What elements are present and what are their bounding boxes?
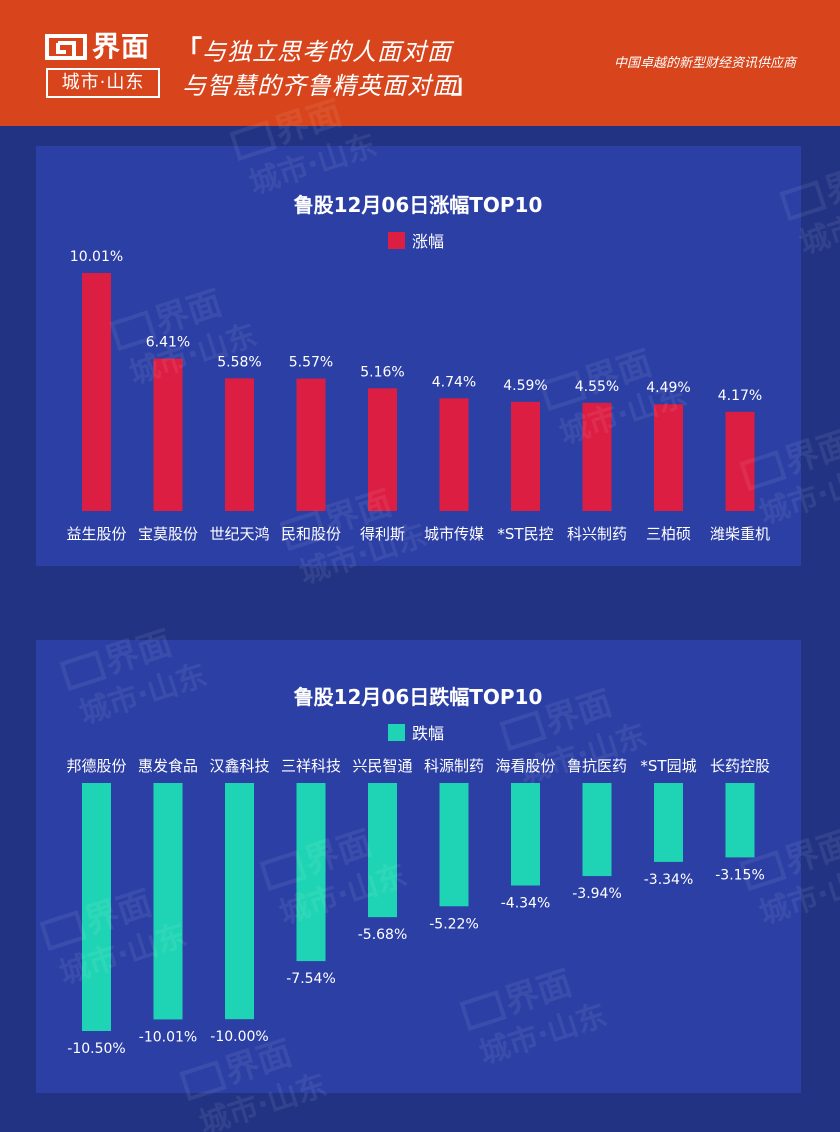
bar [725,411,755,511]
data-label: -3.15% [715,867,765,883]
bar [296,378,326,511]
bar [582,402,612,511]
data-label: -4.34% [501,896,551,912]
bar [82,783,111,1031]
header-banner: 界面 城市·山东 「 与独立思考的人面对面 与智慧的齐鲁精英面对面 」 中国卓越… [0,0,840,126]
category-label: 兴民智通 [352,757,412,775]
bar [153,783,183,1020]
chart-title: 鲁股12月06日跌幅TOP10 [294,685,543,709]
category-label: *ST园城 [640,757,696,775]
category-label: 长药控股 [710,757,770,775]
category-label: 得利斯 [360,525,405,543]
legend-label: 跌幅 [412,724,444,743]
bar [511,401,540,511]
bar [439,398,469,511]
data-label: -5.22% [429,916,479,932]
slogan-close-bracket: 」 [452,70,479,100]
bar [511,783,540,886]
bar [439,783,469,907]
legend-label: 涨幅 [412,232,444,251]
category-label: 世纪天鸿 [209,525,269,543]
data-label: 4.49% [646,380,690,396]
data-label: -5.68% [358,927,408,943]
brand-logo[interactable]: 界面 城市·山东 [44,30,162,98]
slogan-open-bracket: 「 [176,36,203,66]
bar [153,358,183,511]
category-label: 惠发食品 [138,757,198,775]
data-label: -3.34% [644,872,694,888]
data-label: -10.01% [139,1029,197,1045]
data-label: 6.41% [146,335,190,351]
category-label: 三柏硕 [646,525,691,543]
bar [654,783,683,862]
svg-text:界面: 界面 [820,153,840,212]
data-label: 4.55% [575,379,619,395]
bar [654,404,683,511]
bar [368,388,397,511]
logo-subtitle: 城市·山东 [46,68,160,98]
slogan-line-2: 与智慧的齐鲁精英面对面 [182,72,457,100]
category-label: 宝莫股份 [138,525,198,543]
legend-swatch [388,232,405,249]
category-label: 汉鑫科技 [209,757,269,775]
category-label: 益生股份 [66,525,126,543]
losers-chart: 鲁股12月06日跌幅TOP10 跌幅 邦德股份 -10.50% 惠发食品 -10.01… [66,685,770,1057]
data-label: 4.59% [503,378,547,394]
data-label: -10.50% [67,1041,125,1057]
gainers-chart-panel: 鲁股12月06日涨幅TOP10 涨幅 10.01% 益生股份 6.41% 宝莫股份 5.… [36,146,801,566]
legend-swatch [388,724,405,741]
slogan-line-1: 与独立思考的人面对面 [202,38,452,66]
bar [296,783,326,962]
data-label: -10.00% [210,1029,268,1045]
bar [225,783,254,1020]
data-label: 5.58% [217,354,261,370]
category-label: 民和股份 [281,525,341,543]
data-label: 4.74% [432,374,476,390]
logo-mark-icon [45,34,87,60]
category-label: 海看股份 [495,757,555,775]
losers-chart-panel: 鲁股12月06日跌幅TOP10 跌幅 邦德股份 -10.50% 惠发食品 -10.01… [36,640,801,1093]
gainers-chart: 鲁股12月06日涨幅TOP10 涨幅 10.01% 益生股份 6.41% 宝莫股份 5.… [66,193,770,543]
category-label: 科源制药 [424,757,484,775]
category-label: 鲁抗医药 [567,757,627,775]
bar [725,783,755,858]
bar [368,783,397,918]
bar [225,378,254,511]
tagline: 中国卓越的新型财经资讯供应商 [613,56,796,71]
data-label: -7.54% [286,971,336,987]
category-label: 潍柴重机 [710,525,770,543]
data-label: 4.17% [718,388,762,404]
category-label: 城市传媒 [424,525,484,543]
data-label: 5.16% [360,364,404,380]
category-label: 三祥科技 [281,757,341,775]
data-label: -3.94% [572,886,622,902]
bar [582,783,612,877]
chart-title: 鲁股12月06日涨幅TOP10 [294,193,543,217]
category-label: *ST民控 [497,525,553,543]
data-label: 10.01% [70,249,123,265]
bar [82,273,111,511]
category-label: 邦德股份 [66,757,126,775]
data-label: 5.57% [289,355,333,371]
logo-name: 界面 [92,30,151,63]
svg-text:城市·山东: 城市·山东 [795,188,840,262]
category-label: 科兴制药 [567,525,627,543]
